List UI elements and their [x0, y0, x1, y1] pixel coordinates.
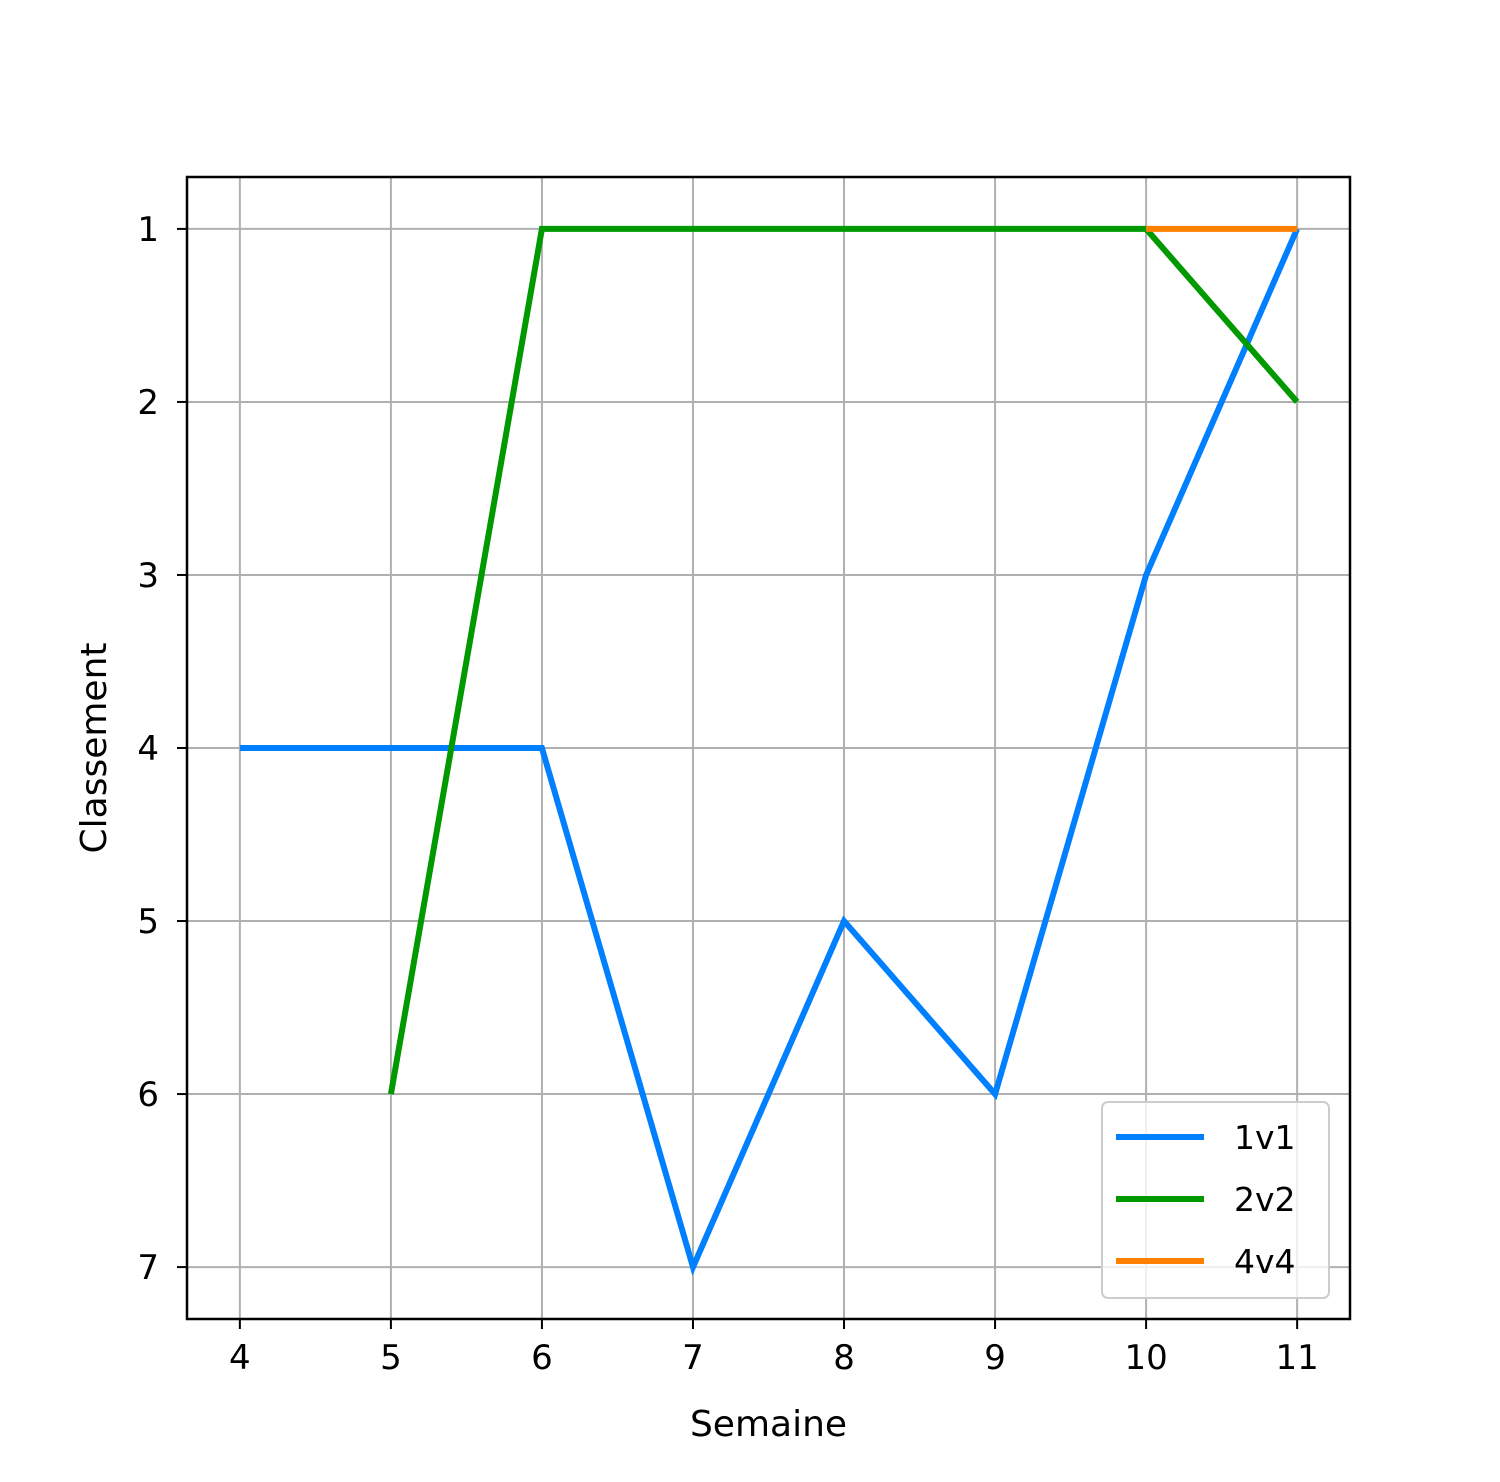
series-line-1v1 — [239, 227, 1300, 1276]
legend-label: 2v2 — [1234, 1180, 1296, 1219]
legend-label: 4v4 — [1234, 1242, 1296, 1281]
legend: 1v1 2v2 4v4 — [1101, 1101, 1330, 1299]
y-tick-label: 3 — [137, 556, 159, 596]
y-tick-label: 5 — [137, 902, 159, 942]
y-tick-label: 1 — [137, 210, 159, 250]
y-tick-label: 7 — [137, 1248, 159, 1288]
y-axis-ticks: 1 2 3 4 5 6 7 — [137, 210, 187, 1288]
x-tick-label: 7 — [682, 1338, 704, 1378]
legend-box — [1101, 1101, 1330, 1299]
y-axis-label: Classement — [74, 642, 115, 853]
x-tick-label: 6 — [531, 1338, 553, 1378]
x-axis-label: Semaine — [690, 1404, 847, 1445]
y-tick-label: 4 — [137, 729, 159, 769]
legend-label: 1v1 — [1234, 1118, 1296, 1157]
x-tick-label: 11 — [1276, 1338, 1319, 1378]
x-axis-ticks: 4 5 6 7 8 9 10 11 — [229, 1319, 1319, 1378]
x-tick-label: 4 — [229, 1338, 251, 1378]
series-lines — [239, 225, 1300, 1276]
x-tick-label: 9 — [984, 1338, 1006, 1378]
x-tick-label: 5 — [380, 1338, 402, 1378]
y-tick-label: 2 — [137, 383, 159, 423]
y-tick-label: 6 — [137, 1075, 159, 1115]
x-tick-label: 10 — [1124, 1338, 1167, 1378]
x-tick-label: 8 — [833, 1338, 855, 1378]
